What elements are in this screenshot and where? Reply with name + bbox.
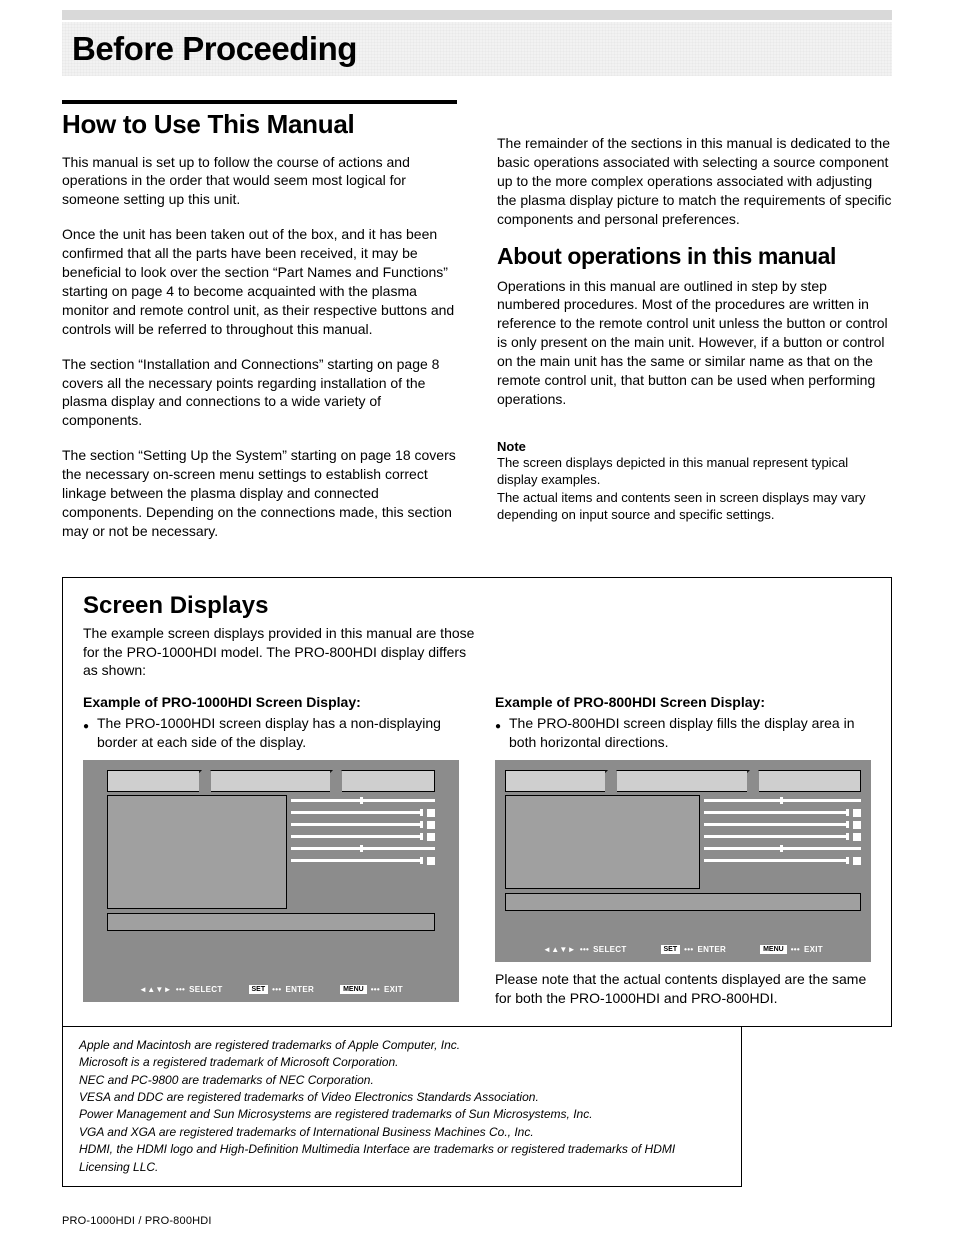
example-followup-text: Please note that the actual contents dis… bbox=[495, 970, 871, 1008]
mock-left-panel bbox=[107, 795, 287, 909]
bullet-icon bbox=[495, 714, 509, 752]
hint-select: ◄▲▼► ••• SELECT bbox=[139, 985, 223, 994]
body-paragraph: This manual is set up to follow the cour… bbox=[62, 153, 457, 210]
section-title: Before Proceeding bbox=[72, 30, 357, 68]
example-bullet: The PRO-800HDI screen display fills the … bbox=[495, 714, 871, 752]
mock-right-panel bbox=[704, 795, 861, 889]
body-paragraph: Operations in this manual are outlined i… bbox=[497, 277, 892, 409]
example-bullet-text: The PRO-1000HDI screen display has a non… bbox=[97, 714, 459, 752]
screen-displays-box: Screen Displays The example screen displ… bbox=[62, 577, 892, 1027]
body-paragraph: Once the unit has been taken out of the … bbox=[62, 225, 457, 338]
display-mockup-800hdi: ◄▲▼► ••• SELECT SET ••• ENTER MENU ••• bbox=[495, 760, 871, 962]
section-title-band: Before Proceeding bbox=[62, 22, 892, 76]
hint-select: ◄▲▼► ••• SELECT bbox=[543, 945, 627, 954]
how-to-use-heading: How to Use This Manual bbox=[62, 100, 457, 139]
main-two-col: How to Use This Manual This manual is se… bbox=[62, 100, 892, 557]
screen-displays-heading: Screen Displays bbox=[83, 592, 871, 620]
example-1000hdi: Example of PRO-1000HDI Screen Display: T… bbox=[83, 694, 459, 1008]
mock-hints-row: ◄▲▼► ••• SELECT SET ••• ENTER MENU ••• bbox=[83, 985, 459, 994]
note-text: The screen displays depicted in this man… bbox=[497, 454, 892, 489]
mock-right-panel bbox=[291, 795, 435, 909]
note-label: Note bbox=[497, 439, 892, 454]
body-paragraph: The section “Setting Up the System” star… bbox=[62, 446, 457, 540]
hint-exit: MENU ••• EXIT bbox=[340, 985, 403, 994]
top-bar bbox=[62, 10, 892, 20]
hint-enter: SET ••• ENTER bbox=[249, 985, 315, 994]
mock-body bbox=[107, 795, 435, 909]
footer-model-line: PRO-1000HDI / PRO-800HDI bbox=[62, 1215, 892, 1227]
bullet-icon bbox=[83, 714, 97, 752]
mock-tabs bbox=[505, 770, 861, 792]
trademark-line: NEC and PC-9800 are trademarks of NEC Co… bbox=[79, 1072, 725, 1089]
examples-row: Example of PRO-1000HDI Screen Display: T… bbox=[83, 694, 871, 1008]
display-mockup-1000hdi: ◄▲▼► ••• SELECT SET ••• ENTER MENU ••• bbox=[83, 760, 459, 1002]
top-bar-wrap: Before Proceeding bbox=[62, 0, 892, 76]
mock-hints-row: ◄▲▼► ••• SELECT SET ••• ENTER MENU ••• bbox=[495, 945, 871, 954]
hint-enter: SET ••• ENTER bbox=[661, 945, 727, 954]
screen-displays-intro: The example screen displays provided in … bbox=[83, 624, 483, 681]
trademark-line: Apple and Macintosh are registered trade… bbox=[79, 1037, 725, 1054]
example-bullet-text: The PRO-800HDI screen display fills the … bbox=[509, 714, 871, 752]
trademark-box: Apple and Macintosh are registered trade… bbox=[62, 1027, 742, 1187]
mock-bottom-bar bbox=[107, 913, 435, 931]
trademark-line: VGA and XGA are registered trademarks of… bbox=[79, 1124, 725, 1141]
hint-exit: MENU ••• EXIT bbox=[760, 945, 823, 954]
trademark-line: Microsoft is a registered trademark of M… bbox=[79, 1054, 725, 1071]
example-heading: Example of PRO-1000HDI Screen Display: bbox=[83, 694, 459, 710]
left-column: How to Use This Manual This manual is se… bbox=[62, 100, 457, 557]
example-heading: Example of PRO-800HDI Screen Display: bbox=[495, 694, 871, 710]
note-text: The actual items and contents seen in sc… bbox=[497, 489, 892, 524]
right-column: The remainder of the sections in this ma… bbox=[497, 100, 892, 557]
mock-tabs bbox=[107, 770, 435, 792]
mock-left-panel bbox=[505, 795, 700, 889]
trademark-line: VESA and DDC are registered trademarks o… bbox=[79, 1089, 725, 1106]
mock-body bbox=[505, 795, 861, 889]
trademark-line: HDMI, the HDMI logo and High-Definition … bbox=[79, 1141, 725, 1176]
trademark-line: Power Management and Sun Microsystems ar… bbox=[79, 1106, 725, 1123]
example-800hdi: Example of PRO-800HDI Screen Display: Th… bbox=[495, 694, 871, 1008]
about-ops-heading: About operations in this manual bbox=[497, 244, 892, 268]
body-paragraph: The section “Installation and Connection… bbox=[62, 355, 457, 431]
body-paragraph: The remainder of the sections in this ma… bbox=[497, 134, 892, 228]
example-bullet: The PRO-1000HDI screen display has a non… bbox=[83, 714, 459, 752]
mock-bottom-bar bbox=[505, 893, 861, 911]
